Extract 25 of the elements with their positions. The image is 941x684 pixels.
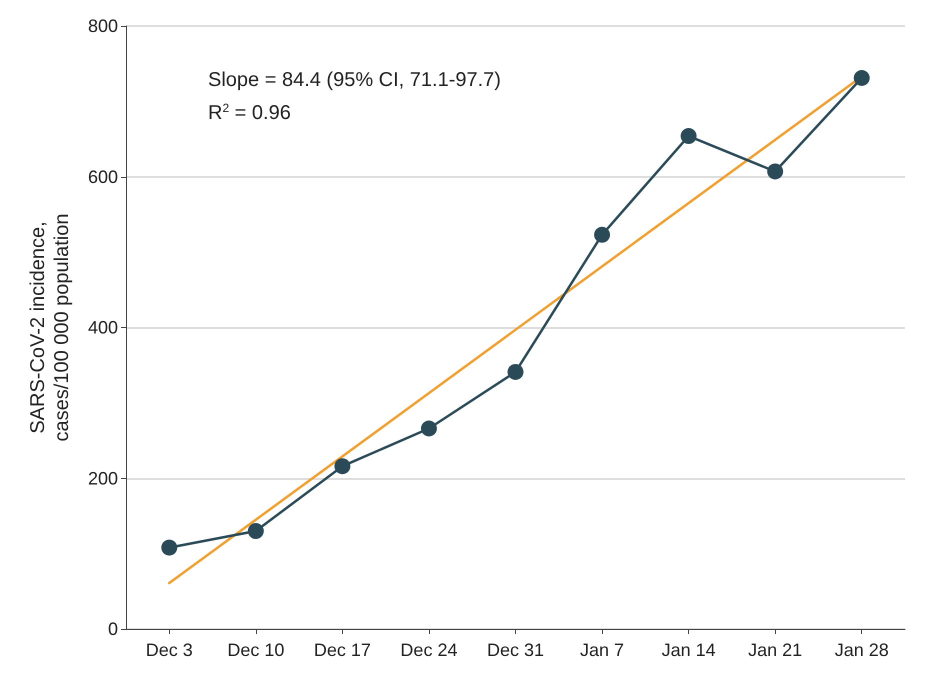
x-tick-label: Dec 3 [146,640,193,660]
annotation: Slope = 84.4 (95% CI, 71.1-97.7) [208,69,501,91]
point [248,523,264,540]
y-tick-label: 0 [108,619,118,639]
x-tick-label: Dec 17 [314,640,371,660]
y-axis-title: SARS-CoV-2 incidence, cases/100 000 population [27,214,73,442]
y-tick-label: 800 [88,16,118,36]
x-tick-label: Jan 21 [748,640,802,660]
x-tick-label: Dec 31 [486,640,544,660]
x-tick-label: Jan 14 [662,640,716,660]
y-tick-label: 200 [88,468,118,488]
x-tick-label: Jan 28 [834,640,889,660]
point [680,128,697,144]
x-tick-label: Dec 24 [400,640,458,660]
point [594,226,610,243]
y-tick-label: 400 [88,318,118,338]
point [334,458,350,474]
point [161,540,178,556]
point [420,420,437,436]
x-tick-label: Jan 7 [580,640,624,660]
point [767,163,784,180]
point [508,364,524,380]
x-tick-label: Dec 10 [227,640,284,660]
y-tick-label: 600 [88,166,118,187]
point [854,70,870,86]
